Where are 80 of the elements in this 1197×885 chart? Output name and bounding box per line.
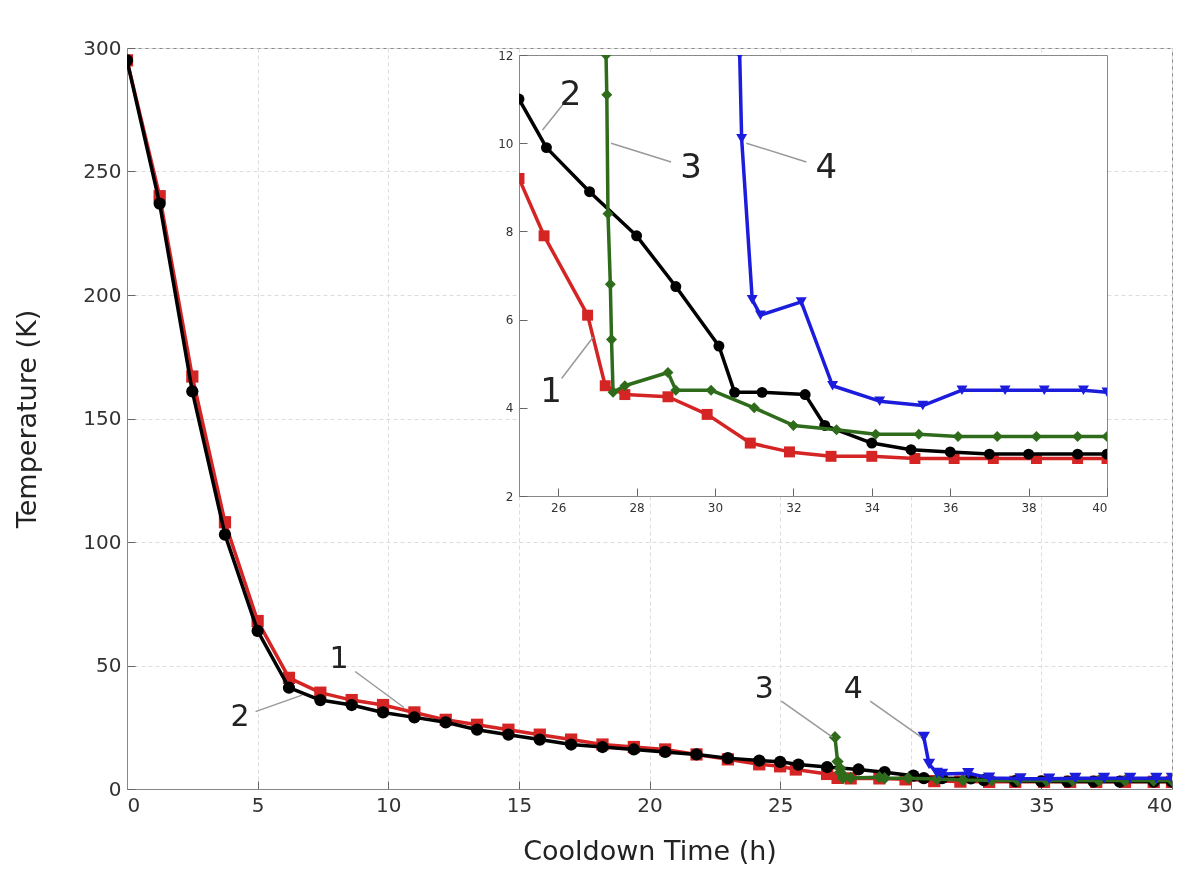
- x-tick-label: 26: [551, 500, 567, 515]
- annotation: 4: [843, 670, 863, 706]
- x-tick-label: 35: [1029, 792, 1055, 817]
- point: [1023, 448, 1035, 460]
- point: [631, 230, 643, 242]
- y-tick-label: 6: [505, 313, 514, 328]
- point: [662, 367, 674, 378]
- point: [729, 386, 741, 398]
- y-tick-label: 50: [96, 653, 122, 677]
- point: [713, 340, 725, 352]
- point: [825, 450, 837, 462]
- point: [756, 386, 768, 398]
- point: [670, 281, 682, 292]
- point: [748, 402, 760, 414]
- point: [944, 446, 956, 458]
- x-tick-label: 15: [506, 792, 533, 817]
- x-tick-label: 10: [376, 792, 402, 817]
- y-tick-label: 8: [505, 224, 514, 239]
- point: [744, 437, 756, 449]
- y-tick-label: 150: [83, 406, 122, 430]
- x-tick-label: 30: [898, 792, 924, 817]
- point: [619, 389, 631, 401]
- annotation: 2: [559, 72, 582, 113]
- annotation: 1: [540, 370, 562, 411]
- point: [619, 380, 631, 392]
- point: [956, 385, 968, 395]
- y-axis-title: Temperature (K): [10, 309, 42, 530]
- point: [584, 186, 596, 198]
- annotation: 3: [754, 670, 774, 706]
- y-tick-label: 4: [505, 401, 514, 416]
- point: [827, 381, 839, 391]
- point: [755, 310, 766, 320]
- x-tick-label: 0: [127, 792, 141, 817]
- y-tick-label: 200: [83, 282, 122, 307]
- x-tick-label: 20: [637, 792, 663, 817]
- point: [831, 424, 842, 436]
- y-tick-label: 300: [83, 35, 122, 60]
- x-tick-label: 40: [1092, 500, 1108, 515]
- point: [866, 450, 878, 462]
- y-tick-label: 250: [83, 159, 122, 183]
- point: [999, 385, 1011, 395]
- point: [909, 453, 921, 464]
- point: [582, 309, 594, 321]
- x-tick-label: 38: [1021, 500, 1037, 515]
- point: [701, 408, 713, 420]
- x-tick-label: 40: [1147, 792, 1173, 817]
- x-tick-label: 25: [767, 792, 794, 817]
- y-tick-label: 12: [498, 48, 514, 63]
- annotation: 1: [329, 640, 349, 676]
- point: [874, 396, 886, 406]
- point: [799, 389, 811, 401]
- point: [787, 419, 799, 431]
- annotation: 3: [680, 146, 702, 187]
- y-tick-label: 2: [505, 489, 514, 504]
- point: [538, 230, 550, 242]
- y-tick-label: 0: [108, 776, 122, 801]
- point: [866, 437, 878, 449]
- point: [1038, 385, 1050, 395]
- point: [795, 297, 807, 307]
- point: [905, 444, 917, 456]
- point: [917, 400, 929, 411]
- point: [540, 142, 552, 154]
- x-tick-label: 30: [707, 500, 724, 515]
- point: [662, 391, 674, 403]
- point: [599, 380, 611, 392]
- y-tick-label: 10: [498, 136, 514, 151]
- point: [746, 295, 758, 305]
- x-tick-label: 34: [864, 500, 880, 515]
- annotation: 2: [230, 698, 250, 734]
- x-tick-label: 28: [629, 500, 645, 515]
- point: [1078, 385, 1089, 395]
- x-tick-label: 5: [251, 792, 265, 817]
- x-tick-label: 36: [943, 500, 959, 515]
- annotation: 4: [815, 146, 838, 187]
- y-tick-label: 100: [83, 529, 122, 554]
- point: [784, 446, 795, 458]
- x-tick-label: 32: [786, 500, 802, 515]
- point: [1072, 448, 1084, 460]
- x-axis-title: Cooldown Time (h): [523, 834, 777, 866]
- point: [983, 448, 995, 460]
